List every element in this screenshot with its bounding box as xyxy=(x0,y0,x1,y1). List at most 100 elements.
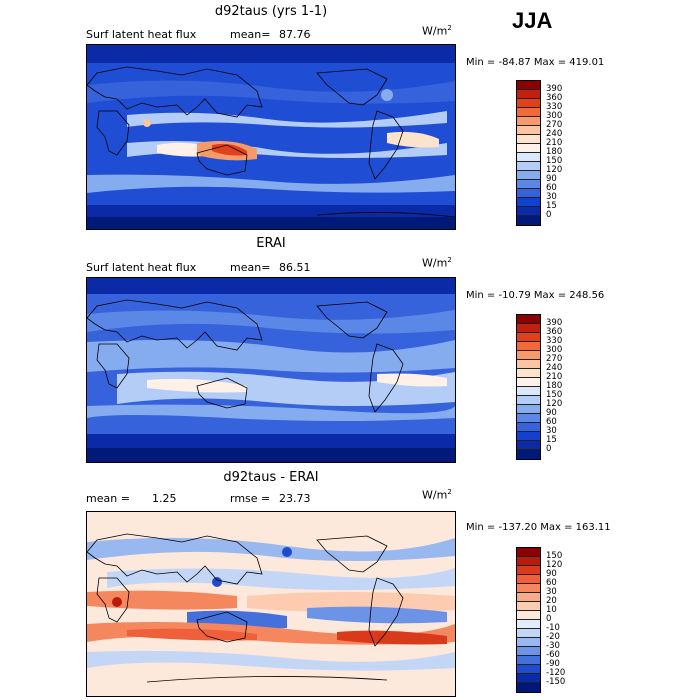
colorbar-swatch xyxy=(517,351,540,360)
colorbar-tick-label: -90 xyxy=(546,658,560,669)
colorbar-tick-label: 15 xyxy=(546,434,557,445)
panel-1-minmax: Min = -84.87 Max = 419.01 xyxy=(466,57,605,68)
colorbar-swatch xyxy=(517,117,540,126)
colorbar-swatch xyxy=(517,216,540,225)
panel-2-colorbar-labels: 390 360 330 300 270 240 210 180 150 120 90 60 30 15 0 xyxy=(546,314,586,458)
panel-2-units: W/m2 xyxy=(422,256,452,270)
colorbar-swatch xyxy=(517,566,540,575)
colorbar-swatch xyxy=(517,198,540,207)
panel-3-title: d92taus - ERAI xyxy=(223,470,319,485)
colorbar-swatch xyxy=(517,162,540,171)
colorbar-swatch xyxy=(517,575,540,584)
colorbar-tick-label: 150 xyxy=(546,389,563,400)
colorbar-swatch xyxy=(517,548,540,557)
colorbar-swatch xyxy=(517,629,540,638)
colorbar-swatch xyxy=(517,593,540,602)
colorbar-swatch xyxy=(517,180,540,189)
colorbar-swatch xyxy=(517,557,540,566)
colorbar-tick-label: 90 xyxy=(546,407,557,418)
colorbar-tick-label: 30 xyxy=(546,425,557,436)
colorbar-tick-label: 15 xyxy=(546,200,557,211)
colorbar-swatch xyxy=(517,378,540,387)
panel-1-variable: Surf latent heat flux xyxy=(86,28,197,41)
colorbar-swatch xyxy=(517,656,540,665)
colorbar-tick-label: 0 xyxy=(546,443,552,454)
colorbar-tick-label: 10 xyxy=(546,604,557,615)
colorbar-swatch xyxy=(517,387,540,396)
colorbar-swatch xyxy=(517,414,540,423)
colorbar-swatch xyxy=(517,360,540,369)
colorbar-swatch xyxy=(517,135,540,144)
colorbar-tick-label: 330 xyxy=(546,101,563,112)
panel-1-units: W/m2 xyxy=(422,24,452,38)
colorbar-tick-label: 20 xyxy=(546,595,557,606)
colorbar-tick-label: 180 xyxy=(546,380,563,391)
colorbar-tick-label: 330 xyxy=(546,335,563,346)
panel-2-mean-value: 86.51 xyxy=(279,261,311,274)
panel-1-mean-label: mean= xyxy=(230,28,271,41)
panel-2-mean-label: mean= xyxy=(230,261,271,274)
colorbar-swatch xyxy=(517,674,540,683)
colorbar-tick-label: 150 xyxy=(546,155,563,166)
colorbar-tick-label: 90 xyxy=(546,568,557,579)
colorbar-tick-label: -120 xyxy=(546,667,566,678)
colorbar-swatch xyxy=(517,665,540,674)
panel-3-map xyxy=(86,511,456,697)
colorbar-swatch xyxy=(517,81,540,90)
colorbar-tick-label: 60 xyxy=(546,416,557,427)
colorbar-swatch xyxy=(517,324,540,333)
colorbar-swatch xyxy=(517,207,540,216)
colorbar-tick-label: 390 xyxy=(546,83,563,94)
colorbar-swatch xyxy=(517,423,540,432)
panel-3-units: W/m2 xyxy=(422,488,452,502)
colorbar-tick-label: 210 xyxy=(546,371,563,382)
colorbar-tick-label: 30 xyxy=(546,586,557,597)
colorbar-tick-label: 360 xyxy=(546,326,563,337)
colorbar-tick-label: 0 xyxy=(546,209,552,220)
panel-3-mean-value: 1.25 xyxy=(152,492,177,505)
colorbar-swatch xyxy=(517,369,540,378)
colorbar-tick-label: 120 xyxy=(546,398,563,409)
colorbar-swatch xyxy=(517,144,540,153)
colorbar-swatch xyxy=(517,683,540,692)
colorbar-tick-label: 0 xyxy=(546,613,552,624)
colorbar-tick-label: -30 xyxy=(546,640,560,651)
panel-3-rmse-label: rmse = xyxy=(230,492,271,505)
colorbar-swatch xyxy=(517,108,540,117)
colorbar-tick-label: -150 xyxy=(546,676,566,687)
colorbar-swatch xyxy=(517,647,540,656)
colorbar-swatch xyxy=(517,584,540,593)
colorbar-swatch xyxy=(517,189,540,198)
colorbar-tick-label: 270 xyxy=(546,353,563,364)
colorbar-swatch xyxy=(517,611,540,620)
colorbar-tick-label: -20 xyxy=(546,631,560,642)
panel-3-colorbar xyxy=(516,547,541,693)
colorbar-tick-label: 120 xyxy=(546,164,563,175)
colorbar-tick-label: 60 xyxy=(546,577,557,588)
panel-2-map xyxy=(86,277,456,463)
colorbar-tick-label: 150 xyxy=(546,550,563,561)
colorbar-tick-label: 180 xyxy=(546,146,563,157)
panel-2-variable: Surf latent heat flux xyxy=(86,261,197,274)
panel-2-title: ERAI xyxy=(256,236,286,251)
panel-3-colorbar-labels: 150 120 90 60 30 20 10 0 -10 -20 -30 -60 -90 -120 -150 xyxy=(546,547,586,691)
colorbar-swatch xyxy=(517,602,540,611)
colorbar-tick-label: -10 xyxy=(546,622,560,633)
colorbar-tick-label: 240 xyxy=(546,128,563,139)
colorbar-swatch xyxy=(517,450,540,459)
colorbar-tick-label: 210 xyxy=(546,137,563,148)
colorbar-tick-label: -60 xyxy=(546,649,560,660)
season-label: JJA xyxy=(512,8,553,33)
colorbar-tick-label: 60 xyxy=(546,182,557,193)
colorbar-swatch xyxy=(517,620,540,629)
colorbar-swatch xyxy=(517,405,540,414)
panel-2-minmax: Min = -10.79 Max = 248.56 xyxy=(466,290,605,301)
colorbar-tick-label: 390 xyxy=(546,317,563,328)
colorbar-tick-label: 120 xyxy=(546,559,563,570)
colorbar-tick-label: 300 xyxy=(546,110,563,121)
panel-1-title: d92taus (yrs 1-1) xyxy=(214,4,328,19)
colorbar-swatch xyxy=(517,342,540,351)
panel-1-colorbar xyxy=(516,80,541,226)
colorbar-tick-label: 30 xyxy=(546,191,557,202)
colorbar-swatch xyxy=(517,315,540,324)
